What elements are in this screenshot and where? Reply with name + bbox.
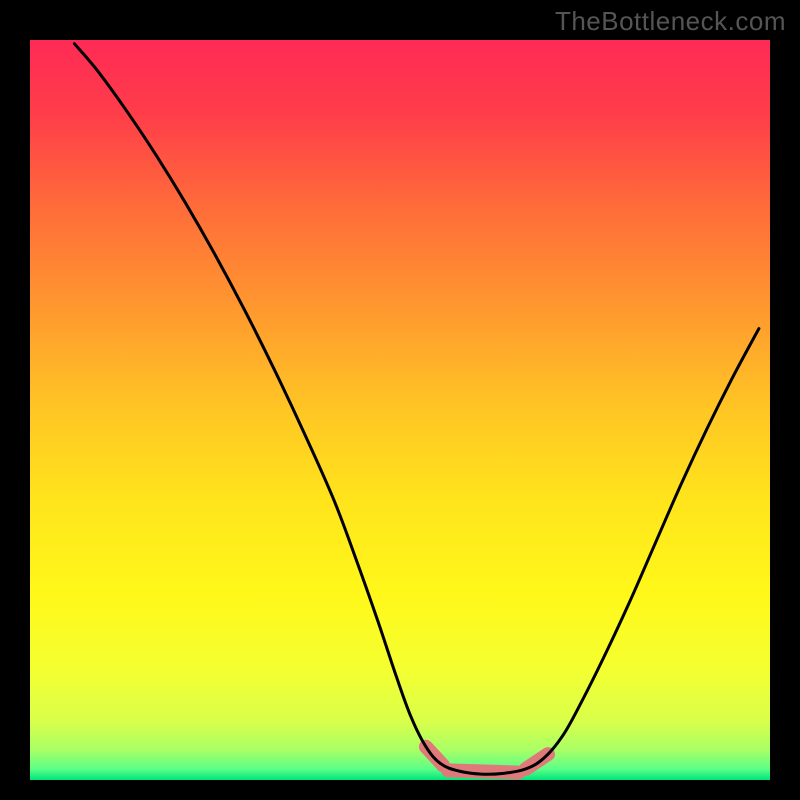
chart-stage: TheBottleneck.com [0, 0, 800, 800]
plot-gradient [30, 40, 770, 780]
chart-svg [0, 0, 800, 800]
watermark-text: TheBottleneck.com [555, 6, 786, 37]
